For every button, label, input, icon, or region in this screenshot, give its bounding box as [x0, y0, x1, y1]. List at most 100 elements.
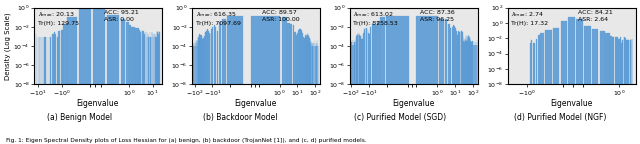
X-axis label: Eigenvalue: Eigenvalue	[235, 99, 277, 108]
Bar	[620, 37, 621, 144]
Bar	[530, 43, 531, 144]
Text: ACC: 95.21
ASR: 0.00: ACC: 95.21 ASR: 0.00	[104, 10, 139, 22]
Bar	[592, 29, 598, 144]
Bar	[372, 24, 373, 144]
Y-axis label: Density (Log Scale): Density (Log Scale)	[4, 12, 11, 80]
Bar	[140, 33, 141, 144]
Bar	[456, 31, 457, 144]
Bar	[298, 30, 299, 144]
Bar	[121, 19, 125, 144]
Bar	[545, 30, 552, 144]
Bar	[450, 28, 451, 144]
Bar	[445, 19, 447, 144]
Bar	[55, 34, 56, 144]
Bar	[375, 25, 377, 144]
Bar	[212, 26, 213, 144]
Bar	[291, 24, 292, 144]
Bar	[377, 21, 380, 144]
Bar	[79, 9, 91, 144]
Bar	[553, 28, 559, 144]
Bar	[251, 16, 280, 144]
Bar	[373, 24, 374, 144]
Bar	[613, 37, 614, 144]
Bar	[532, 43, 534, 144]
Bar	[576, 19, 583, 144]
Bar	[141, 34, 142, 144]
Bar	[294, 32, 296, 144]
Bar	[67, 17, 77, 144]
X-axis label: Eigenvalue: Eigenvalue	[77, 99, 119, 108]
Bar	[133, 27, 135, 144]
Bar	[222, 19, 226, 144]
Bar	[299, 29, 300, 144]
Bar	[297, 33, 298, 144]
Bar	[568, 17, 575, 144]
Text: (b) Backdoor Model: (b) Backdoor Model	[203, 112, 277, 122]
Bar	[454, 26, 455, 144]
Bar	[538, 35, 540, 144]
Bar	[56, 37, 58, 144]
Bar	[217, 31, 218, 144]
Bar	[296, 35, 297, 144]
Bar	[107, 15, 119, 144]
Bar	[287, 23, 290, 144]
Bar	[616, 37, 617, 144]
Text: $\lambda_{max}$: 20.13
Tr(H): 129.75: $\lambda_{max}$: 20.13 Tr(H): 129.75	[38, 10, 79, 25]
Bar	[227, 16, 243, 144]
Bar	[367, 30, 368, 144]
Bar	[614, 37, 616, 144]
Bar	[135, 28, 136, 144]
Text: $\lambda_{max}$: 2.74
Tr(H): 17.32: $\lambda_{max}$: 2.74 Tr(H): 17.32	[511, 10, 548, 25]
Bar	[282, 17, 287, 144]
Bar	[139, 30, 140, 144]
Bar	[605, 33, 607, 144]
Text: $\lambda_{max}$: 613.02
Tr(H): 8258.53: $\lambda_{max}$: 613.02 Tr(H): 8258.53	[353, 10, 398, 25]
Bar	[534, 43, 536, 144]
Text: ACC: 87.36
ASR: 96.25: ACC: 87.36 ASR: 96.25	[420, 10, 455, 22]
Bar	[561, 21, 567, 144]
Bar	[211, 29, 212, 144]
Bar	[386, 16, 408, 144]
Bar	[369, 34, 370, 144]
Bar	[600, 31, 605, 144]
Bar	[126, 22, 129, 144]
Text: (c) Purified Model (SGD): (c) Purified Model (SGD)	[354, 112, 446, 122]
Bar	[617, 37, 618, 144]
Bar	[380, 17, 385, 144]
Bar	[608, 33, 610, 144]
Bar	[93, 4, 105, 144]
Text: ACC: 84.21
ASR: 2.64: ACC: 84.21 ASR: 2.64	[578, 10, 613, 22]
Bar	[455, 28, 456, 144]
Bar	[214, 25, 215, 144]
Bar	[129, 25, 131, 144]
Text: ACC: 89.57
ASR: 100.00: ACC: 89.57 ASR: 100.00	[262, 10, 300, 22]
Bar	[447, 24, 449, 144]
Bar	[54, 33, 55, 144]
Bar	[531, 40, 532, 144]
Bar	[619, 39, 620, 144]
Bar	[416, 16, 438, 144]
Bar	[536, 39, 538, 144]
Text: (a) Benign Model: (a) Benign Model	[47, 112, 113, 122]
X-axis label: Eigenvalue: Eigenvalue	[550, 99, 593, 108]
Bar	[584, 26, 591, 144]
Bar	[618, 39, 619, 144]
X-axis label: Eigenvalue: Eigenvalue	[392, 99, 435, 108]
Bar	[58, 31, 60, 144]
Bar	[292, 25, 294, 144]
Bar	[215, 27, 216, 144]
Text: $\lambda_{max}$: 616.35
Tr(H): 7097.69: $\lambda_{max}$: 616.35 Tr(H): 7097.69	[196, 10, 241, 25]
Bar	[52, 34, 54, 144]
Bar	[63, 24, 67, 144]
Bar	[219, 22, 221, 144]
Text: Fig. 1: Eigen Spectral Density plots of Loss Hessian for (a) benign, (b) backdoo: Fig. 1: Eigen Spectral Density plots of …	[6, 138, 367, 143]
Bar	[440, 19, 444, 144]
Bar	[210, 34, 211, 144]
Bar	[136, 28, 138, 144]
Bar	[453, 25, 454, 144]
Bar	[540, 33, 544, 144]
Bar	[138, 28, 139, 144]
Text: (d) Purified Model (NGF): (d) Purified Model (NGF)	[514, 112, 606, 122]
Bar	[610, 36, 611, 144]
Bar	[131, 27, 133, 144]
